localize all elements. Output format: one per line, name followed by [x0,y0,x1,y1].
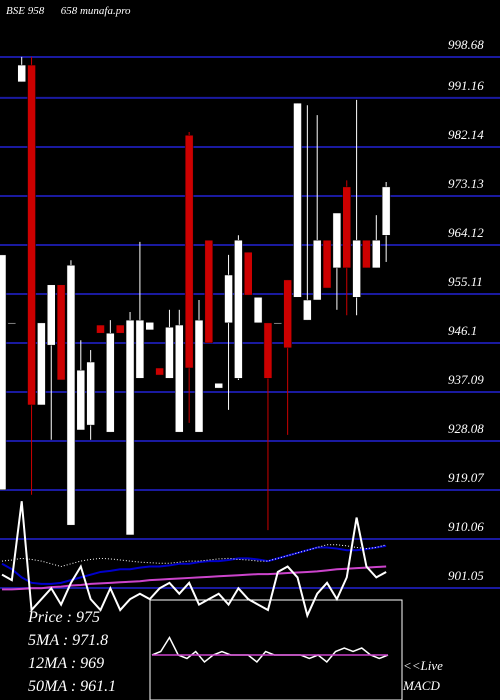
indicator-line [2,565,387,591]
y-tick-label: 964.12 [448,225,484,240]
macd-line [151,635,389,664]
candle-body [244,251,253,296]
candle-body [362,239,371,269]
indicator-line [1,544,387,585]
indicator-line [1,544,387,568]
candle-body [312,239,322,301]
y-tick-label: 901.05 [448,568,484,583]
candle-body [184,134,194,369]
candle-body [145,322,154,331]
candle-body [263,322,273,379]
candle-body [253,297,263,324]
candle-body [283,279,292,349]
macd-live: <<Live [403,658,443,673]
candle-body [381,186,391,236]
y-tick-label: 991.16 [448,78,484,93]
candle-body [155,367,164,376]
y-tick-label: 928.08 [448,421,484,436]
y-tick-label: 919.07 [448,470,484,485]
candle-body [66,264,76,526]
info-text: Price : 975 [27,609,100,626]
candle-body [76,369,86,431]
candle-body [214,382,223,389]
candle-body [175,324,184,433]
info-text: 5MA : 971.8 [28,632,108,649]
indicator-line [1,501,387,619]
candle-body [135,319,145,379]
y-tick-label: 910.06 [448,519,484,534]
candle-body [56,284,66,381]
candle-body [115,324,125,334]
y-tick-label: 973.13 [448,176,484,191]
candle-body [332,212,342,269]
candle-body [194,319,204,433]
y-tick-label: 946.1 [448,323,477,338]
candle-body [7,322,17,325]
candle-body [106,332,115,433]
candle-body [293,102,302,298]
candle-body [322,239,332,289]
candle-body [204,239,214,344]
y-tick-label: 955.11 [448,274,483,289]
candle-body [37,322,46,406]
macd-panel [149,599,403,700]
candle-body [372,239,381,269]
chart-title: BSE 958 658 munafa.pro [6,5,131,17]
candle-body [165,326,174,379]
candle-body [234,239,243,379]
candle-body [352,239,361,298]
y-tick-label: 982.14 [448,127,484,142]
y-tick-label: 937.09 [448,372,484,387]
info-text: 12MA : 969 [28,655,104,672]
candle-body [125,319,135,536]
candle-body [273,322,283,325]
info-text: 50MA : 961.1 [28,678,116,695]
candle-body [224,274,233,324]
y-tick-label: 998.68 [448,37,484,52]
candle-body [303,299,312,321]
candle-body [0,254,7,491]
candle-body [86,361,95,426]
macd-label: MACD [402,678,440,693]
candle-body [342,186,351,269]
candle-body [96,324,105,334]
candle-body [17,64,26,83]
candle-body [27,64,36,406]
candle-body [47,284,56,346]
